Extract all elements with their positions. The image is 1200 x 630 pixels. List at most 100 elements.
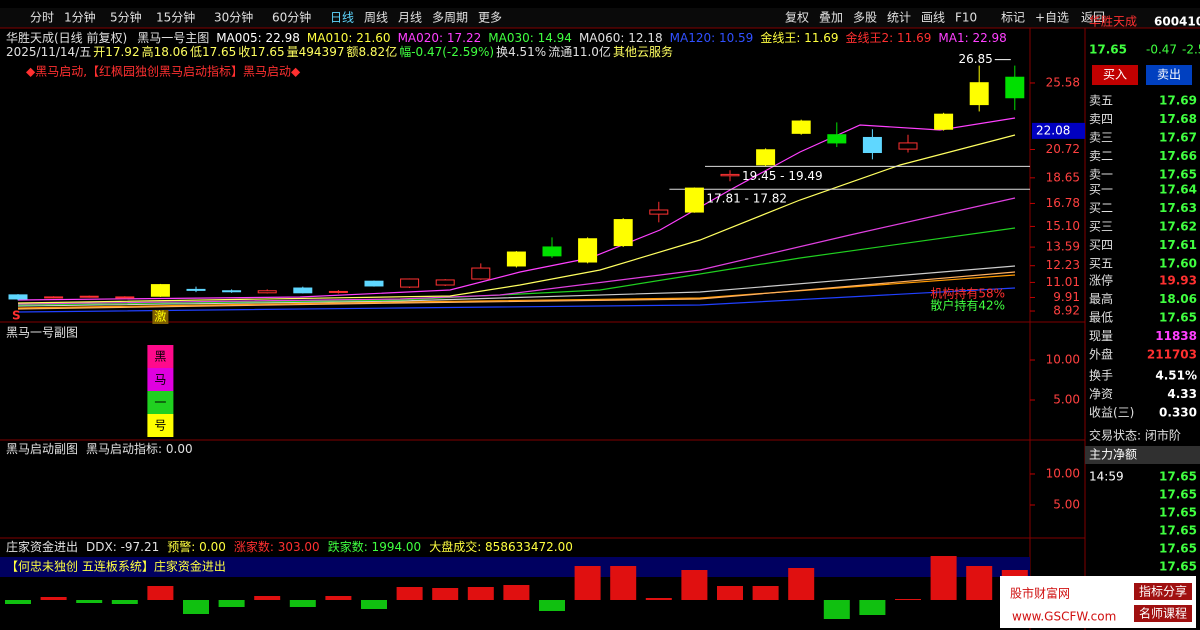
ma-value: 金线王2: 11.69: [846, 30, 932, 45]
buy-button-bg[interactable]: [1092, 65, 1138, 85]
candle-body: [328, 290, 348, 293]
row-value: 17.62: [1159, 220, 1197, 234]
flow-bar: [289, 600, 316, 607]
y-tick-label: 5.00: [1053, 497, 1080, 511]
row-value: 17.64: [1159, 183, 1197, 197]
period-tab[interactable]: 多周期: [432, 11, 468, 25]
row-label: 卖一: [1089, 168, 1113, 182]
watermark-tag: 名师课程: [1139, 606, 1187, 621]
y-tick-label: 13.59: [1046, 240, 1080, 254]
flow-bar: [503, 585, 530, 600]
signal-block-label: 一: [154, 396, 166, 410]
candle-body: [862, 136, 882, 154]
quote-item: 开17.92: [93, 45, 139, 59]
period-tab[interactable]: 日线: [330, 11, 354, 25]
tool-button[interactable]: F10: [955, 11, 977, 25]
flow-bar: [930, 556, 957, 600]
period-tab[interactable]: 周线: [364, 11, 388, 25]
flow-bar: [574, 566, 601, 600]
flow-bg: [1085, 446, 1200, 464]
y-tick-label: 8.92: [1053, 304, 1080, 318]
ma-value: MA020: 17.22: [398, 31, 482, 45]
candle-body: [293, 287, 313, 294]
signal-block-label: 马: [154, 373, 166, 387]
ma-value: MA1: 22.98: [938, 31, 1006, 45]
candle-body: [150, 284, 170, 297]
candle-body: [79, 295, 99, 298]
tool-button[interactable]: 复权: [785, 11, 809, 25]
indicator-name: 黑马一号主图: [137, 31, 209, 45]
flow-item: 涨家数: 303.00: [234, 539, 320, 554]
tool-button[interactable]: +自选: [1035, 11, 1069, 25]
row-value: 4.51%: [1155, 369, 1197, 383]
candle-body: [435, 279, 455, 286]
row-label: 现量: [1089, 329, 1113, 343]
period-tab[interactable]: 30分钟: [214, 10, 253, 25]
candle-body: [257, 290, 277, 294]
flow-bar: [254, 596, 281, 600]
period-tab[interactable]: 分时: [30, 11, 54, 25]
period-tab[interactable]: 月线: [398, 11, 422, 25]
period-tab[interactable]: 更多: [478, 11, 502, 25]
row-label: 买三: [1089, 220, 1113, 234]
period-tab[interactable]: 1分钟: [64, 10, 96, 25]
tool-button[interactable]: 返回: [1081, 11, 1105, 25]
flow-bar: [396, 587, 423, 600]
level-label: 17.81 - 17.82: [706, 192, 787, 206]
period-tab[interactable]: 5分钟: [110, 10, 142, 25]
buy-button[interactable]: 买入: [1103, 68, 1127, 82]
sell-button[interactable]: 卖出: [1157, 68, 1181, 82]
candle-body: [969, 82, 989, 106]
candle-body: [827, 134, 847, 144]
tick-price: 17.65: [1159, 524, 1197, 538]
tool-button[interactable]: 叠加: [819, 11, 843, 25]
row-label: 买一: [1089, 183, 1113, 197]
period-tab[interactable]: 60分钟: [272, 10, 311, 25]
start-marker: 激: [154, 310, 166, 324]
candle-body: [898, 142, 918, 150]
flow-item: 庄家资金进出: [6, 539, 78, 554]
ma-line: [17, 134, 1016, 304]
ma-lines: [17, 117, 1016, 313]
candle-body: [222, 290, 242, 293]
tool-button[interactable]: 统计: [887, 11, 911, 25]
quote-item: 流通11.0亿: [548, 44, 611, 59]
signal-block-label: 黑: [154, 350, 166, 364]
y-tick-label: 18.65: [1046, 170, 1080, 184]
flow-bar: [218, 600, 245, 607]
candle-body: [186, 288, 206, 291]
row-label: 涨停: [1089, 273, 1113, 288]
start-marker-bg: [152, 310, 169, 324]
candle-body: [364, 280, 384, 287]
indicator-value: 黑马启动指标: 0.00: [86, 441, 193, 456]
flow-bar: [610, 566, 637, 600]
flow-bar: [539, 600, 565, 611]
tool-button[interactable]: 画线: [921, 11, 945, 25]
watermark-url: www.GSCFW.com: [1012, 610, 1116, 624]
candle-body: [400, 278, 420, 288]
row-label: 卖四: [1089, 112, 1113, 126]
watermark-tag: 指标分享: [1139, 584, 1187, 599]
tool-button[interactable]: 多股: [853, 11, 877, 25]
price-percent: -2.59%: [1182, 43, 1200, 57]
signal-block: [147, 391, 174, 414]
row-value: 0.330: [1159, 406, 1197, 420]
row-label: 买四: [1089, 238, 1113, 252]
y-tick-label: 11.01: [1046, 275, 1080, 289]
quote-item: 2025/11/14/五: [6, 45, 91, 59]
signal-block-label: 号: [154, 419, 166, 433]
flow-bar: [966, 566, 993, 600]
sell-button-bg[interactable]: [1146, 65, 1192, 85]
period-tab[interactable]: 15分钟: [156, 10, 195, 25]
tool-button[interactable]: 标记: [1001, 11, 1025, 25]
sell-marker: S: [12, 309, 21, 323]
flow-bar: [432, 588, 459, 600]
row-label: 外盘: [1089, 347, 1113, 362]
row-label: 卖二: [1089, 149, 1113, 163]
signal-text: ◆黑马启动,【红枫园独创黑马启动指标】黑马启动◆: [26, 64, 301, 79]
flow-item: 预警: 0.00: [167, 539, 226, 554]
flow-item: 跌家数: 1994.00: [328, 539, 421, 554]
row-value: 17.67: [1159, 131, 1197, 145]
